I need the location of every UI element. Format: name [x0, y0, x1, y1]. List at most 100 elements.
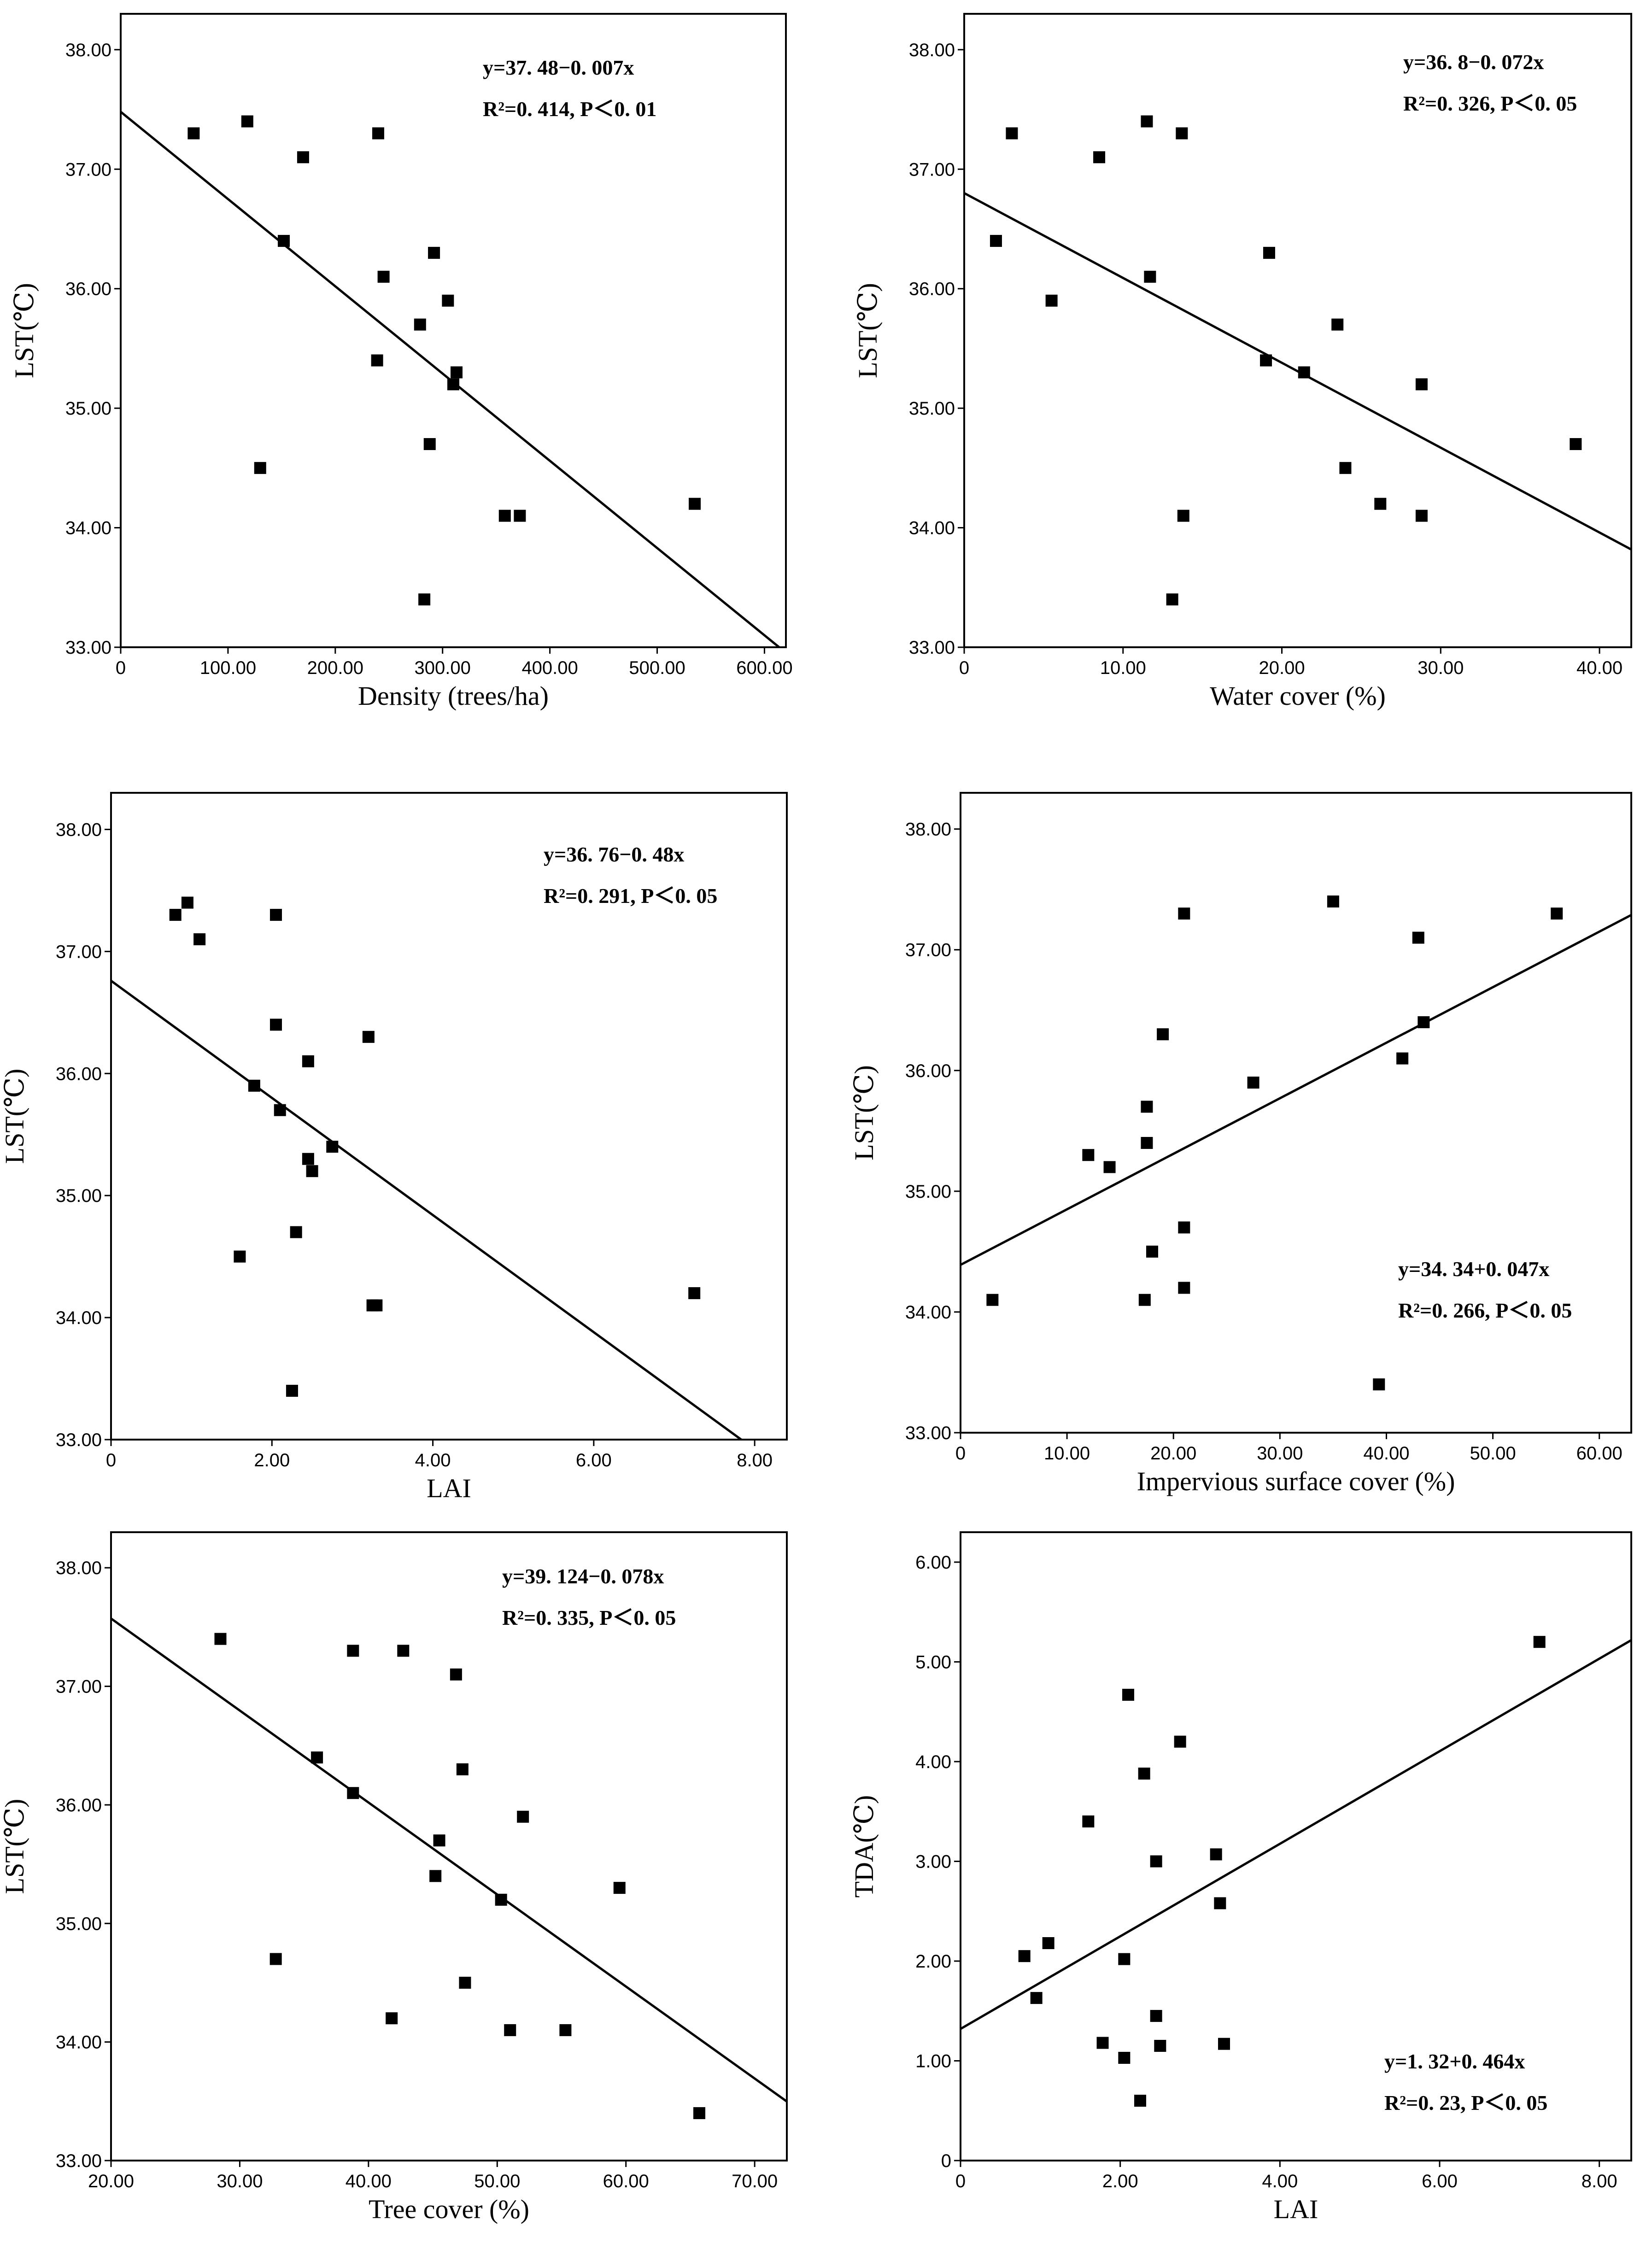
data-point — [613, 1882, 626, 1894]
regression-stats: R²=0. 414, P＜0. 01 — [483, 97, 656, 121]
y-tick-label: 36.00 — [65, 279, 111, 299]
data-point — [1551, 908, 1563, 920]
data-point — [459, 1976, 471, 1989]
data-point — [254, 462, 266, 474]
data-point — [1263, 246, 1275, 259]
data-point — [423, 438, 436, 450]
data-point — [1103, 1161, 1116, 1173]
data-point — [270, 1019, 282, 1031]
data-point — [1415, 378, 1428, 391]
data-point — [1045, 294, 1058, 307]
y-tick-label: 2.00 — [915, 1951, 951, 1972]
regression-stats: R²=0. 23, P＜0. 05 — [1384, 2091, 1547, 2114]
y-tick-label: 36.00 — [56, 1795, 102, 1816]
data-point — [1412, 931, 1424, 944]
x-tick-label: 60.00 — [1576, 1443, 1623, 1464]
chart-lai-tda: 0 2.00 4.00 6.00 8.00 0 1.00 2.00 3.00 4.00 5.00 6.… — [849, 1531, 1632, 2224]
x-tick-label: 6.00 — [576, 1450, 612, 1470]
x-tick-label: 2.00 — [254, 1450, 290, 1470]
data-point — [688, 1287, 701, 1300]
chart-density: 0 100.00 200.00 300.00 400.00 500.00 600.00 33.… — [9, 13, 793, 711]
data-point — [248, 1079, 260, 1092]
x-tick-label: 6.00 — [1422, 2171, 1458, 2191]
data-point — [377, 270, 390, 283]
x-tick-label: 70.00 — [732, 2171, 778, 2191]
y-tick-label: 35.00 — [905, 1182, 951, 1202]
data-point — [428, 246, 440, 259]
y-tick-label: 6.00 — [915, 1552, 951, 1573]
y-tick-label: 33.00 — [905, 1423, 951, 1443]
y-tick-label: 36.00 — [56, 1064, 102, 1084]
x-tick-label: 0 — [955, 2171, 966, 2191]
regression-stats: R²=0. 326, P＜0. 05 — [1403, 92, 1577, 115]
y-tick-label: 38.00 — [905, 820, 951, 840]
data-point — [1214, 1897, 1226, 1909]
data-point — [274, 1104, 286, 1116]
data-point — [1166, 593, 1178, 606]
plot-frame — [963, 13, 1632, 648]
data-point — [418, 593, 431, 606]
regression-equation: y=39. 124−0. 078x — [502, 1564, 664, 1588]
data-point — [1247, 1076, 1260, 1089]
x-tick-label: 2.00 — [1102, 2171, 1138, 2191]
data-point — [1298, 366, 1310, 379]
data-point — [1138, 1767, 1150, 1780]
data-point — [1260, 354, 1272, 367]
plot-frame — [960, 1531, 1632, 2161]
data-point — [386, 2012, 398, 2025]
x-tick-label: 0 — [955, 1443, 966, 1464]
y-axis-label: LST(℃) — [849, 1065, 879, 1160]
data-point — [1178, 1221, 1190, 1234]
data-point — [450, 1668, 462, 1681]
data-point — [517, 1810, 529, 1823]
data-point — [450, 366, 463, 379]
data-point — [286, 1385, 298, 1397]
y-tick-label: 38.00 — [56, 820, 102, 840]
regression-equation: y=36. 8−0. 072x — [1403, 50, 1544, 74]
data-point — [514, 510, 526, 522]
x-tick-label: 200.00 — [307, 658, 363, 678]
y-tick-label: 35.00 — [56, 1914, 102, 1934]
data-point — [1396, 1052, 1409, 1065]
regression-equation: y=37. 48−0. 007x — [483, 56, 634, 79]
x-tick-label: 4.00 — [415, 1450, 451, 1470]
y-tick-label: 36.00 — [909, 279, 955, 299]
data-point — [1174, 1735, 1186, 1748]
x-tick-label: 40.00 — [346, 2171, 392, 2191]
data-point — [306, 1165, 318, 1177]
data-point — [1150, 1855, 1162, 1868]
data-point — [397, 1645, 410, 1657]
data-point — [1144, 270, 1156, 283]
data-point — [1018, 1950, 1031, 1962]
data-point — [302, 1153, 314, 1165]
data-point — [362, 1031, 375, 1043]
y-tick-label: 33.00 — [56, 1430, 102, 1450]
x-tick-label: 20.00 — [1259, 658, 1305, 678]
data-point — [986, 1294, 999, 1306]
data-point — [1146, 1245, 1158, 1258]
regression-line — [961, 1639, 1631, 2030]
data-point — [302, 1055, 314, 1067]
data-point — [1141, 1137, 1153, 1149]
data-point — [433, 1834, 445, 1847]
regression-stats: R²=0. 335, P＜0. 05 — [502, 1606, 676, 1629]
data-point — [347, 1787, 359, 1799]
x-tick-label: 100.00 — [200, 658, 256, 678]
data-point — [1118, 1953, 1131, 1965]
x-tick-label: 500.00 — [629, 658, 685, 678]
data-point — [311, 1751, 323, 1763]
data-point — [1210, 1848, 1222, 1861]
regression-equation: y=36. 76−0. 48x — [544, 843, 684, 866]
data-point — [290, 1226, 302, 1238]
data-point — [1373, 1378, 1385, 1391]
data-point — [429, 1870, 442, 1882]
data-point — [1134, 2095, 1146, 2107]
data-point — [270, 908, 282, 921]
data-point — [1082, 1149, 1095, 1161]
x-tick-label: 8.00 — [737, 1450, 773, 1470]
regression-equation: y=1. 32+0. 464x — [1384, 2050, 1525, 2073]
y-tick-label: 4.00 — [915, 1752, 951, 1772]
x-tick-label: 10.00 — [1100, 658, 1146, 678]
data-point — [456, 1763, 469, 1775]
